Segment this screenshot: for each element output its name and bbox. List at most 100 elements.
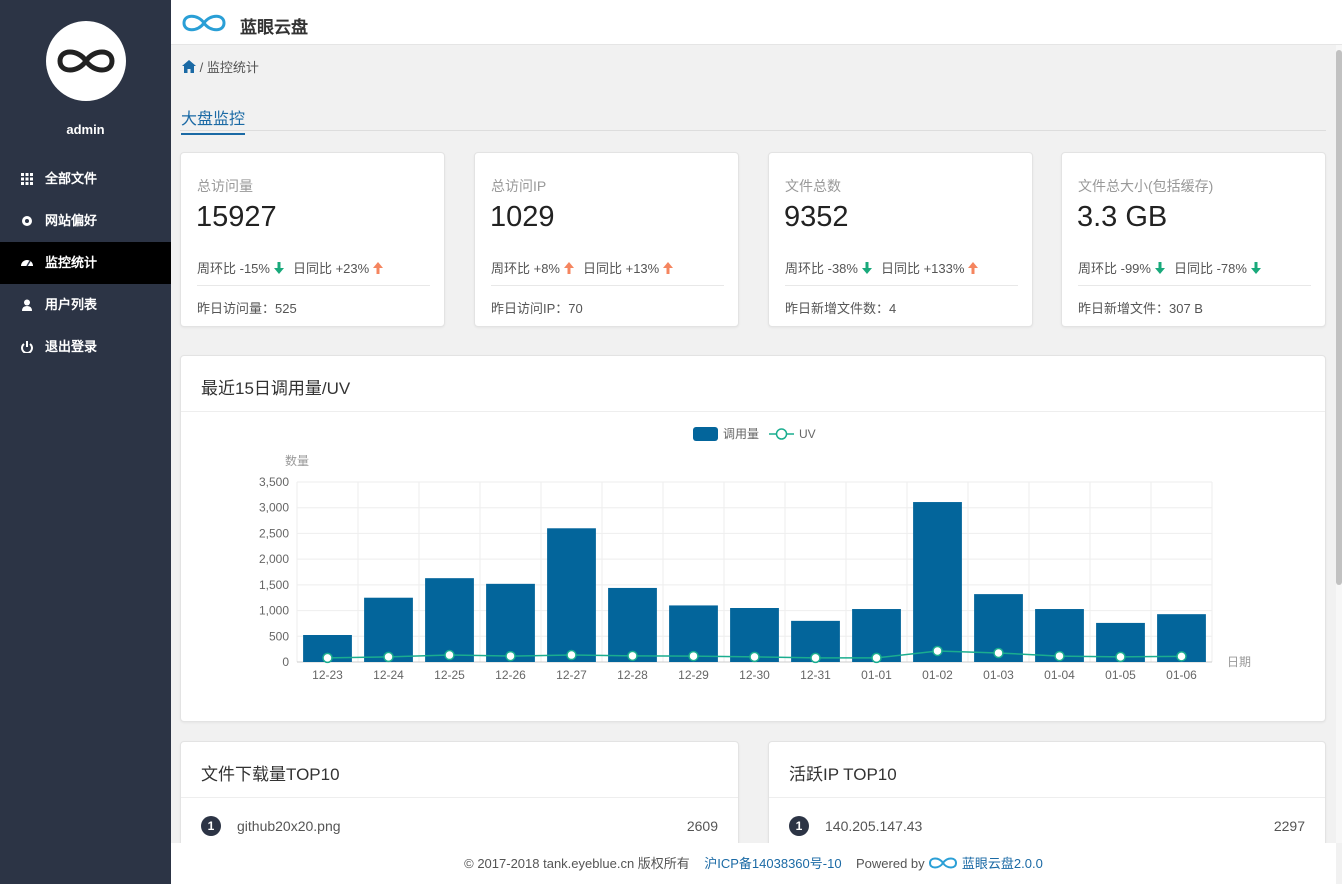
stat-card: 文件总数 9352 周环比 -38% 日同比 +133% 昨日新增文件数：4	[768, 152, 1033, 327]
trend-arrow	[373, 262, 384, 274]
tab-line	[180, 130, 1326, 131]
line-point	[322, 652, 333, 664]
week-trend: 周环比 +8%	[491, 261, 560, 276]
menu-label[interactable]: 网站偏好	[45, 213, 98, 228]
arrow-shape	[273, 262, 284, 274]
tab[interactable]: 大盘监控	[181, 105, 246, 135]
x-tick-label: 01-02	[922, 668, 953, 682]
menu-label[interactable]: 用户列表	[45, 297, 98, 312]
row-count: 2609	[686, 818, 718, 834]
menu-icon	[21, 341, 33, 353]
row-count: 2297	[1273, 818, 1305, 834]
line-point	[1115, 651, 1126, 663]
icp-link[interactable]: 沪ICP备14038360号-10	[704, 856, 842, 871]
menu-item[interactable]: 监控统计	[0, 242, 171, 284]
stat-label: 总访问IP	[491, 178, 547, 194]
product-link[interactable]: 蓝眼云盘2.0.0	[961, 856, 1043, 871]
sidebar: admin 全部文件网站偏好监控统计用户列表退出登录	[0, 0, 171, 884]
stat-footer: 昨日访问IP：70	[491, 301, 583, 316]
arrow-shape	[861, 262, 872, 274]
divider	[181, 797, 738, 798]
rank-badge: 1	[789, 816, 809, 836]
menu-icon	[21, 173, 33, 185]
bar	[547, 528, 596, 662]
y-tick-label: 1,500	[259, 578, 289, 592]
line-point	[444, 649, 455, 661]
stat-label: 文件总数	[785, 178, 841, 194]
menu-item[interactable]: 用户列表	[0, 284, 171, 326]
menu-icon	[21, 260, 33, 267]
powered-by: Powered by	[856, 856, 925, 871]
x-tick-label: 12-23	[312, 668, 343, 682]
stat-trend: 周环比 -99% 日同比 -78%	[1078, 258, 1266, 277]
y-axis-label: 数量	[285, 453, 309, 468]
week-trend: 周环比 -15%	[197, 261, 270, 276]
legend-label: 调用量	[723, 427, 759, 441]
scroll-thumb[interactable]	[1336, 50, 1342, 585]
footer: © 2017-2018 tank.eyeblue.cn 版权所有 沪ICP备14…	[171, 843, 1336, 884]
stat-value: 1029	[490, 201, 555, 233]
line-point	[383, 651, 394, 663]
stat-footer: 昨日新增文件数：4	[785, 301, 897, 316]
menu-item[interactable]: 全部文件	[0, 158, 171, 200]
bar	[913, 502, 962, 662]
divider	[181, 411, 1325, 412]
x-tick-label: 01-04	[1044, 668, 1075, 682]
stat-footer: 昨日访问量：525	[197, 301, 297, 316]
trend-arrow	[968, 262, 979, 274]
trend-arrow	[663, 262, 674, 274]
menu-item[interactable]: 网站偏好	[0, 200, 171, 242]
home-icon[interactable]	[182, 60, 196, 73]
stat-card: 总访问量 15927 周环比 -15% 日同比 +23% 昨日访问量：525	[180, 152, 445, 327]
line-point	[810, 652, 821, 664]
line-point	[749, 651, 760, 663]
line-point	[566, 649, 577, 661]
legend-swatch	[693, 427, 718, 441]
y-tick-label: 2,000	[259, 552, 289, 566]
separator: /	[199, 60, 207, 75]
y-tick-label: 500	[269, 629, 289, 643]
chart-panel: 最近15日调用量/UV 0 500 1,000 1,500 2,000 2,500 3,00…	[180, 355, 1326, 722]
menu-label[interactable]: 全部文件	[45, 171, 98, 186]
panel-title: 活跃IP TOP10	[789, 765, 897, 784]
trend-arrow	[273, 262, 284, 274]
x-tick-label: 01-05	[1105, 668, 1136, 682]
row-name[interactable]: github20x20.png	[237, 818, 341, 834]
username: admin	[66, 122, 105, 137]
stat-value: 15927	[196, 201, 277, 233]
bar	[486, 583, 535, 662]
menu-label[interactable]: 退出登录	[45, 339, 98, 354]
stat-footer: 昨日新增文件：307 B	[1078, 301, 1203, 316]
bar	[608, 587, 657, 662]
divider	[491, 285, 724, 286]
x-tick-label: 12-28	[617, 668, 648, 682]
divider	[1078, 285, 1311, 286]
stat-card: 总访问IP 1029 周环比 +8% 日同比 +13% 昨日访问IP：70	[474, 152, 739, 327]
stat-label: 总访问量	[197, 178, 253, 194]
x-tick-label: 12-25	[434, 668, 465, 682]
divider	[785, 285, 1018, 286]
arrow-shape	[968, 262, 979, 274]
breadcrumb: / 监控统计	[182, 57, 259, 76]
line-point	[1054, 650, 1065, 662]
panel-title: 文件下载量TOP10	[201, 765, 340, 784]
menu-icon	[22, 216, 32, 226]
chart-title: 最近15日调用量/UV	[201, 379, 351, 398]
divider	[197, 285, 430, 286]
menu-label[interactable]: 监控统计	[45, 255, 98, 270]
scrollbar[interactable]	[1336, 45, 1342, 843]
rank-badge: 1	[201, 816, 221, 836]
x-tick-label: 01-03	[983, 668, 1014, 682]
copyright: © 2017-2018 tank.eyeblue.cn 版权所有	[464, 856, 690, 871]
line-point	[932, 645, 943, 657]
bar	[364, 597, 413, 662]
y-tick-label: 1,000	[259, 604, 289, 618]
stat-value: 3.3 GB	[1077, 201, 1168, 233]
x-tick-label: 01-06	[1166, 668, 1197, 682]
trend-arrow	[1154, 262, 1165, 274]
legend-label: UV	[799, 427, 816, 441]
arrow-shape	[663, 262, 674, 274]
row-name[interactable]: 140.205.147.43	[825, 818, 923, 834]
arrow-shape	[1154, 262, 1165, 274]
menu-item[interactable]: 退出登录	[0, 326, 171, 368]
